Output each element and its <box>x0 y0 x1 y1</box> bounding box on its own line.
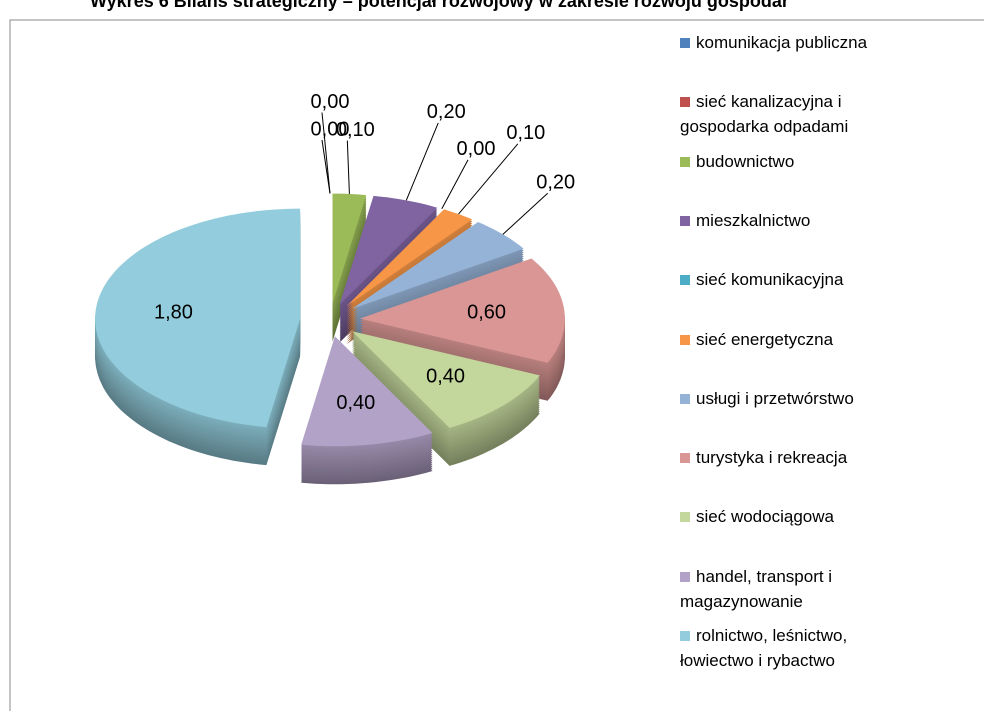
data-label: 0,00 <box>311 118 350 140</box>
slice <box>346 209 473 307</box>
data-label: 0,10 <box>506 122 545 144</box>
legend-swatch <box>680 334 690 345</box>
legend-label: sieć komunikacyjna <box>696 270 844 290</box>
legend-label: usługi i przetwórstwo <box>696 388 854 408</box>
chart-title: Wykres 6 Bilans strategiczny – potencjał… <box>90 0 789 11</box>
data-label: 0,20 <box>427 101 466 123</box>
legend-label: handel, transport i magazynowanie <box>680 566 833 611</box>
slice <box>332 193 367 304</box>
legend-item: sieć komunikacyjna <box>680 267 920 292</box>
slice <box>352 222 524 309</box>
leader-line <box>405 122 439 201</box>
legend-label: sieć energetyczna <box>696 329 834 349</box>
data-label: 0,40 <box>336 392 375 414</box>
legend-swatch <box>680 512 690 523</box>
legend-item: budownictwo <box>680 149 920 174</box>
legend-item: komunikacja publiczna <box>680 30 920 55</box>
legend-swatch <box>680 453 690 464</box>
data-label: 0,10 <box>336 119 375 141</box>
legend-item: mieszkalnictwo <box>680 208 920 233</box>
legend-item: handel, transport i magazynowanie <box>680 564 920 614</box>
leader-line <box>321 112 331 194</box>
legend-label: budownictwo <box>696 151 795 171</box>
leader-line <box>346 140 350 194</box>
data-label: 0,20 <box>536 172 575 194</box>
chart-border <box>9 19 984 711</box>
legend-item: sieć kanalizacyjna i gospodarka odpadami <box>680 89 920 139</box>
legend-swatch <box>680 38 690 48</box>
legend-item: rolnictwo, leśnictwo, łowiectwo i rybact… <box>680 623 920 673</box>
legend-swatch <box>680 97 690 108</box>
leader-line <box>458 143 519 215</box>
legend-label: turystyka i rekreacja <box>696 448 848 468</box>
leader-line <box>502 192 549 235</box>
slice <box>352 331 540 428</box>
legend-swatch <box>680 156 690 167</box>
legend-swatch <box>680 393 690 404</box>
legend-swatch <box>680 275 690 286</box>
legend-label: sieć kanalizacyjna i gospodarka odpadami <box>680 92 849 137</box>
legend-item: sieć wodociągowa <box>680 504 920 529</box>
slice <box>339 195 438 305</box>
legend-label: mieszkalnictwo <box>696 210 811 230</box>
slice <box>301 336 433 447</box>
data-label: 0,60 <box>467 301 506 323</box>
legend-label: komunikacja publiczna <box>696 33 868 52</box>
slice <box>95 208 301 428</box>
legend-label: rolnictwo, leśnictwo, łowiectwo i rybact… <box>680 626 848 670</box>
data-label: 1,80 <box>154 301 193 323</box>
slice <box>359 258 565 363</box>
legend-label: sieć wodociągowa <box>696 507 834 527</box>
legend-item: usługi i przetwórstwo <box>680 386 920 411</box>
data-label: 0,00 <box>457 138 496 160</box>
data-label: 0,40 <box>426 366 465 388</box>
legend-item: sieć energetyczna <box>680 327 920 352</box>
legend-swatch <box>680 215 690 226</box>
leader-line <box>441 159 469 209</box>
legend-item: turystyka i rekreacja <box>680 445 920 470</box>
legend-swatch <box>680 631 690 641</box>
data-label: 0,00 <box>311 91 350 113</box>
legend-swatch <box>680 571 690 582</box>
